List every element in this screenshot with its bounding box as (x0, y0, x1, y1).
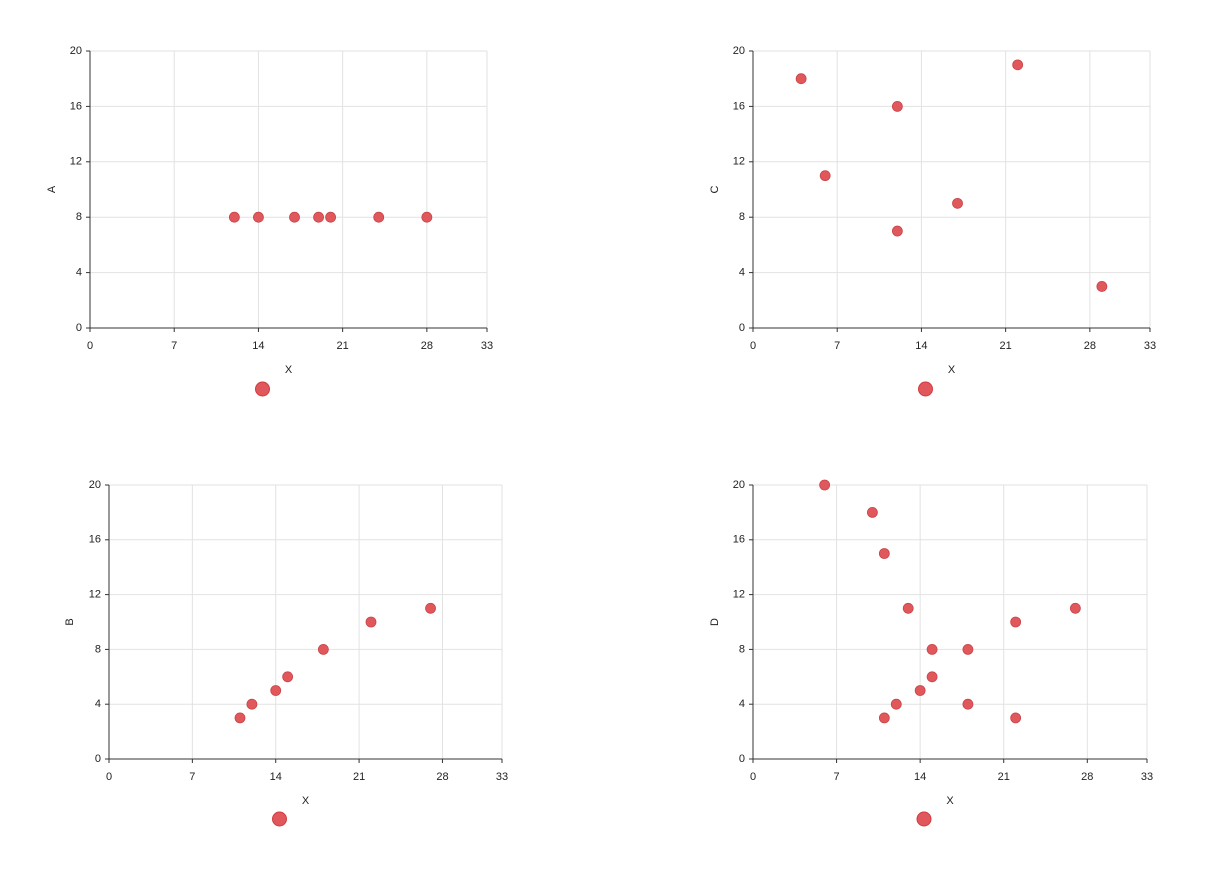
x-axis-label: X (302, 795, 310, 807)
point (425, 602, 436, 614)
point (325, 211, 337, 223)
y-tick-label: 12 (733, 156, 745, 168)
y-axis-label: D (709, 618, 721, 626)
y-tick-label: 20 (89, 479, 101, 491)
x-tick-label: 0 (87, 340, 93, 352)
y-tick-label: 20 (733, 479, 745, 491)
point (819, 170, 831, 182)
y-tick-label: 4 (95, 698, 101, 710)
legend-marker (916, 811, 932, 827)
y-tick-label: 20 (70, 45, 82, 57)
point (1010, 616, 1022, 628)
y-tick-label: 0 (76, 322, 82, 334)
point (891, 101, 903, 112)
x-tick-label: 7 (189, 771, 195, 783)
point (365, 616, 377, 628)
x-axis-label: X (948, 364, 956, 376)
y-tick-label: 8 (739, 211, 745, 223)
x-tick-label: 21 (998, 771, 1010, 783)
x-tick-label: 0 (750, 771, 756, 783)
point (878, 712, 890, 724)
point (421, 211, 433, 223)
x-axis-label: X (946, 795, 954, 807)
legend-marker (255, 381, 270, 397)
point (926, 671, 938, 683)
y-tick-label: 16 (733, 534, 745, 546)
point (878, 548, 890, 559)
y-tick-label: 12 (89, 589, 101, 601)
y-axis-label: B (64, 618, 76, 625)
y-tick-label: 4 (739, 267, 745, 279)
x-tick-label: 7 (171, 340, 177, 352)
point (952, 197, 963, 209)
y-tick-label: 12 (70, 156, 82, 168)
x-tick-label: 33 (1144, 340, 1156, 352)
x-tick-label: 21 (353, 771, 365, 783)
point (926, 644, 938, 655)
point (795, 73, 807, 85)
x-tick-label: 28 (1081, 771, 1093, 783)
y-tick-label: 4 (76, 267, 82, 279)
point (891, 225, 903, 237)
y-axis-label: C (709, 185, 721, 193)
x-tick-label: 33 (1141, 771, 1153, 783)
point (902, 602, 914, 614)
legend-marker (272, 811, 287, 827)
x-tick-label: 0 (750, 340, 756, 352)
point (373, 211, 385, 223)
point (253, 211, 264, 223)
y-tick-label: 16 (89, 534, 101, 546)
y-tick-label: 12 (733, 589, 745, 601)
point (1096, 281, 1108, 292)
point (270, 685, 282, 696)
point (1010, 712, 1022, 724)
y-tick-label: 0 (95, 753, 101, 765)
point (866, 507, 878, 518)
x-tick-label: 7 (834, 340, 840, 352)
point (228, 211, 240, 223)
y-tick-label: 8 (739, 643, 745, 655)
point (317, 644, 329, 655)
point (246, 698, 258, 710)
y-tick-label: 8 (95, 643, 101, 655)
y-tick-label: 16 (70, 100, 82, 112)
x-tick-label: 28 (421, 340, 433, 352)
x-tick-label: 28 (1084, 340, 1096, 352)
point (819, 479, 831, 491)
point (289, 211, 300, 223)
y-tick-label: 0 (739, 322, 745, 334)
x-tick-label: 33 (481, 340, 493, 352)
x-tick-label: 21 (337, 340, 349, 352)
x-tick-label: 14 (252, 340, 264, 352)
x-tick-label: 14 (915, 340, 927, 352)
point (962, 698, 974, 710)
point (962, 644, 974, 655)
y-tick-label: 0 (739, 753, 745, 765)
point (282, 671, 294, 683)
x-tick-label: 0 (106, 771, 112, 783)
point (914, 685, 926, 696)
point (1012, 59, 1024, 71)
point (890, 698, 902, 710)
x-tick-label: 33 (496, 771, 508, 783)
y-tick-label: 20 (733, 45, 745, 57)
y-tick-label: 8 (76, 211, 82, 223)
x-axis-label: X (285, 364, 293, 376)
y-tick-label: 4 (739, 698, 745, 710)
point (313, 211, 324, 223)
legend-marker (918, 381, 933, 397)
x-tick-label: 14 (270, 771, 282, 783)
x-tick-label: 28 (436, 771, 448, 783)
x-tick-label: 7 (834, 771, 840, 783)
y-axis-label: A (46, 185, 58, 193)
x-tick-label: 14 (914, 771, 926, 783)
point (234, 712, 246, 724)
y-tick-label: 16 (733, 100, 745, 112)
point (1069, 602, 1081, 614)
x-tick-label: 21 (1000, 340, 1012, 352)
